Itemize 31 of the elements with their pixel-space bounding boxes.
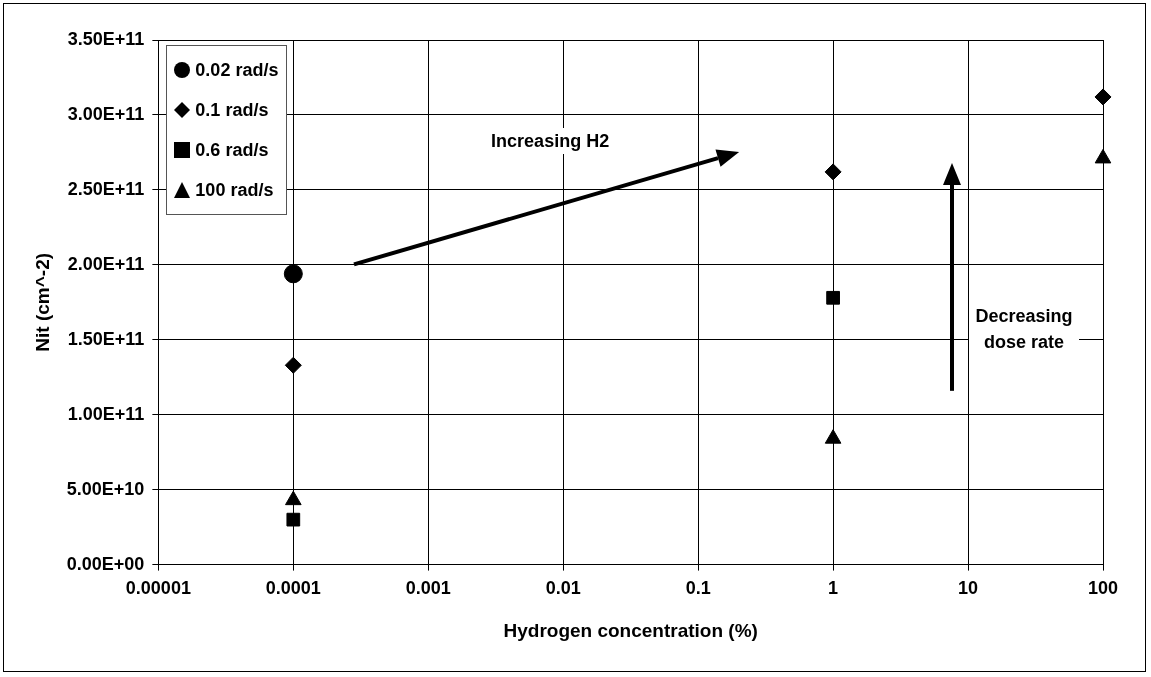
legend-label: 0.1 rad/s xyxy=(195,99,269,122)
y-tick-label: 2.50E+11 xyxy=(67,178,145,199)
point xyxy=(826,290,840,305)
legend-label: 100 rad/s xyxy=(195,179,274,202)
x-tick-label: 10 xyxy=(958,578,979,599)
point xyxy=(284,356,302,374)
y-tick-label: 0.00E+00 xyxy=(66,553,145,574)
x-tick-label: 0.1 xyxy=(685,578,711,599)
point xyxy=(824,163,842,181)
x-tick-label: 0.0001 xyxy=(265,578,321,599)
legend-label: 0.6 rad/s xyxy=(195,139,269,162)
x-tick-label: 0.00001 xyxy=(125,578,191,599)
annotation: Decreasing dose rate xyxy=(969,303,1080,356)
x-tick-label: 100 xyxy=(1087,578,1119,599)
y-tick-label: 3.00E+11 xyxy=(67,103,145,124)
legend-label: 0.02 rad/s xyxy=(195,59,279,82)
y-tick-label: 5.00E+10 xyxy=(66,478,145,499)
x-tick-label: 1 xyxy=(828,578,839,599)
point xyxy=(824,429,842,444)
y-tick-label: 1.00E+11 xyxy=(67,403,145,424)
x-axis-title: Hydrogen concentration (%) xyxy=(503,619,758,641)
y-tick-label: 1.50E+11 xyxy=(67,328,145,349)
point xyxy=(283,264,303,284)
x-tick-label: 0.001 xyxy=(405,578,451,599)
point xyxy=(286,512,301,527)
x-tick-label: 0.01 xyxy=(545,578,581,599)
y-tick-label: 3.50E+11 xyxy=(67,28,145,49)
y-axis-title: Nit (cm^-2) xyxy=(31,252,53,352)
point xyxy=(285,490,302,506)
y-tick-label: 2.00E+11 xyxy=(67,253,145,274)
annotation: Increasing H2 xyxy=(485,127,616,154)
